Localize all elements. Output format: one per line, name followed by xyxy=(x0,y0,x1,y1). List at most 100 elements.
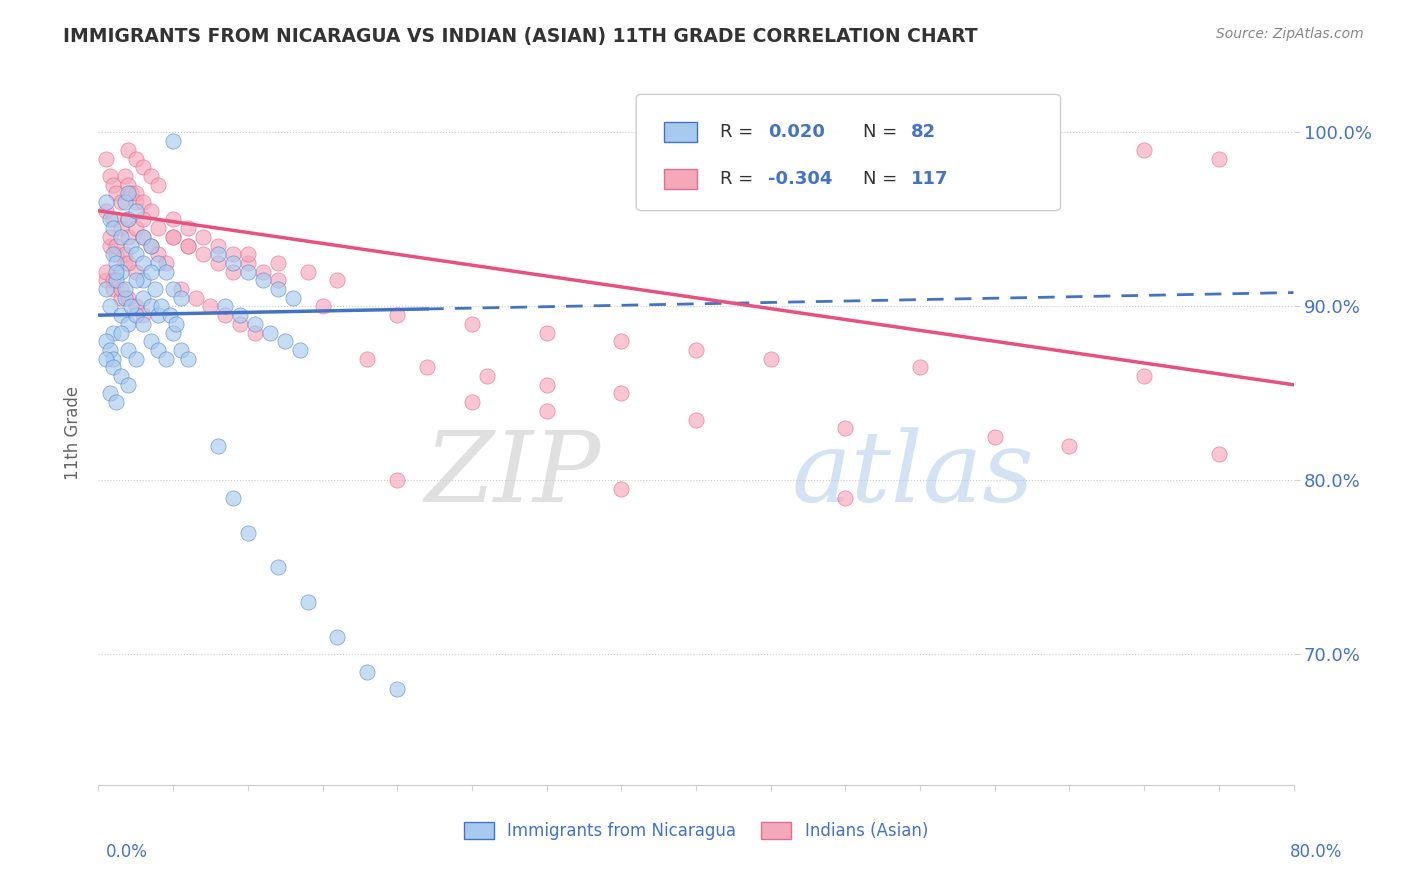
Point xyxy=(155,256,177,270)
Point xyxy=(114,169,136,183)
Point xyxy=(475,369,498,384)
Point xyxy=(94,273,117,287)
Point xyxy=(132,317,155,331)
Point xyxy=(165,317,187,331)
Text: 117: 117 xyxy=(911,170,949,188)
Text: -0.304: -0.304 xyxy=(768,170,832,188)
Point xyxy=(207,439,229,453)
Point xyxy=(311,300,333,314)
Point xyxy=(245,326,267,340)
Point xyxy=(114,282,136,296)
Point xyxy=(139,334,162,349)
Point xyxy=(536,377,558,392)
Text: atlas: atlas xyxy=(792,427,1035,523)
Text: 0.0%: 0.0% xyxy=(105,843,148,861)
Point xyxy=(98,238,122,252)
Point xyxy=(834,421,856,435)
Point xyxy=(191,230,214,244)
Text: IMMIGRANTS FROM NICARAGUA VS INDIAN (ASIAN) 11TH GRADE CORRELATION CHART: IMMIGRANTS FROM NICARAGUA VS INDIAN (ASI… xyxy=(63,27,979,45)
Point xyxy=(132,161,155,175)
Point xyxy=(356,665,378,679)
Point xyxy=(236,256,259,270)
Point xyxy=(125,186,148,201)
Point xyxy=(105,247,128,261)
Point xyxy=(143,282,166,296)
Point xyxy=(834,491,856,505)
Point xyxy=(177,238,200,252)
Point xyxy=(148,247,170,261)
Point xyxy=(110,326,132,340)
Point xyxy=(103,247,125,261)
Point xyxy=(385,682,409,697)
Point xyxy=(110,265,132,279)
Point xyxy=(117,256,139,270)
Point xyxy=(162,212,184,227)
Point xyxy=(94,265,117,279)
Point xyxy=(139,203,162,218)
Point xyxy=(117,317,139,331)
Text: 82: 82 xyxy=(911,123,936,141)
Point xyxy=(98,386,122,401)
Point xyxy=(117,377,139,392)
Point xyxy=(259,326,281,340)
Point xyxy=(125,351,148,366)
Point xyxy=(207,256,229,270)
Point xyxy=(94,351,117,366)
Point xyxy=(139,265,162,279)
Point xyxy=(236,525,259,540)
Point xyxy=(114,195,136,210)
Point xyxy=(125,247,148,261)
Point xyxy=(177,221,200,235)
Point xyxy=(385,474,409,488)
Point xyxy=(125,152,148,166)
Point xyxy=(245,317,267,331)
Point xyxy=(132,256,155,270)
Point xyxy=(200,300,222,314)
Text: N =: N = xyxy=(863,170,903,188)
Text: 80.0%: 80.0% xyxy=(1291,843,1343,861)
Bar xyxy=(664,122,697,142)
Point xyxy=(132,291,155,305)
FancyBboxPatch shape xyxy=(637,95,1060,211)
Point xyxy=(207,238,229,252)
Point xyxy=(117,212,139,227)
Point xyxy=(148,343,170,357)
Point xyxy=(98,230,122,244)
Point xyxy=(103,221,125,235)
Point xyxy=(110,369,132,384)
Text: R =: R = xyxy=(720,170,759,188)
Point xyxy=(132,308,155,322)
Point xyxy=(267,256,290,270)
Point xyxy=(155,265,177,279)
Point xyxy=(214,300,236,314)
Point xyxy=(297,265,319,279)
Point xyxy=(155,351,177,366)
Point xyxy=(125,300,148,314)
Point xyxy=(416,360,439,375)
Point xyxy=(685,343,707,357)
Point xyxy=(105,273,128,287)
Point xyxy=(229,317,252,331)
Point xyxy=(132,230,155,244)
Point xyxy=(110,230,132,244)
Point xyxy=(125,195,148,210)
Point xyxy=(191,247,214,261)
Point xyxy=(148,178,170,192)
Bar xyxy=(664,169,697,189)
Point xyxy=(125,273,148,287)
Point xyxy=(132,230,155,244)
Point xyxy=(132,195,155,210)
Point xyxy=(117,212,139,227)
Point xyxy=(125,265,148,279)
Point xyxy=(214,308,236,322)
Point xyxy=(150,300,173,314)
Point xyxy=(267,282,290,296)
Point xyxy=(98,169,122,183)
Point xyxy=(288,343,311,357)
Point xyxy=(103,326,125,340)
Legend: Immigrants from Nicaragua, Indians (Asian): Immigrants from Nicaragua, Indians (Asia… xyxy=(457,815,935,847)
Point xyxy=(162,282,184,296)
Point xyxy=(117,291,139,305)
Text: Source: ZipAtlas.com: Source: ZipAtlas.com xyxy=(1216,27,1364,41)
Point xyxy=(114,256,136,270)
